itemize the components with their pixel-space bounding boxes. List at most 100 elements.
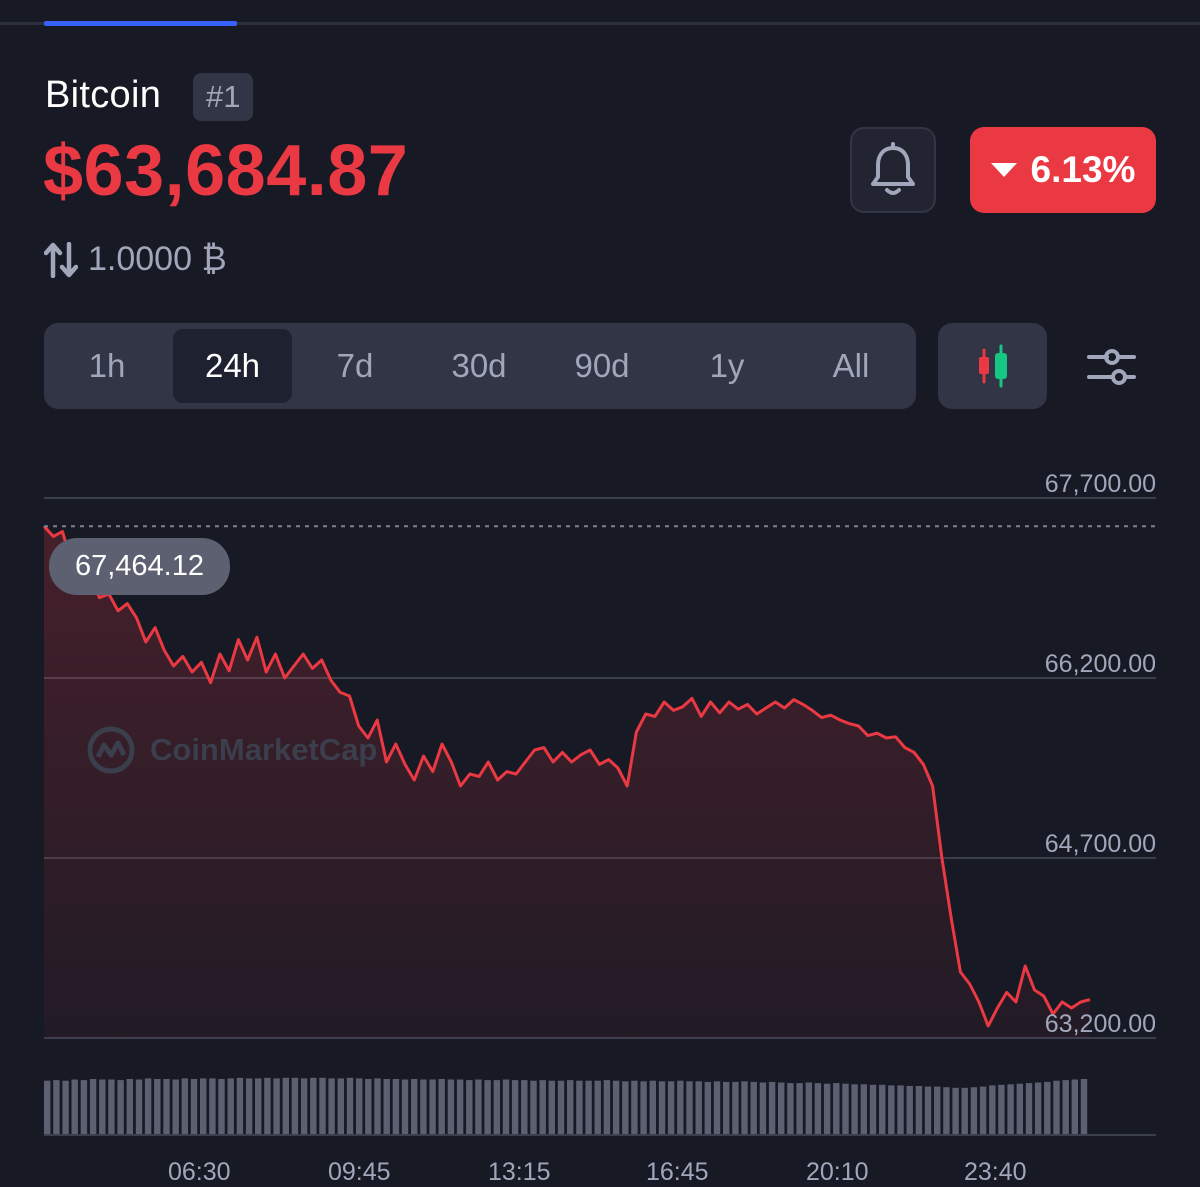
swap-arrows-icon (44, 241, 78, 278)
volume-bar (392, 1079, 400, 1135)
volume-bar (567, 1080, 574, 1135)
volume-bar (768, 1081, 776, 1135)
volume-bar (218, 1079, 225, 1135)
x-tick-label: 13:15 (488, 1158, 551, 1186)
volume-bar (475, 1079, 482, 1135)
volume-bar (447, 1079, 455, 1135)
volume-bar (879, 1084, 886, 1135)
volume-bar (420, 1079, 427, 1135)
timeframe-tabs: 1h 24h 7d 30d 90d 1y All (44, 323, 916, 409)
volume-bar (943, 1087, 950, 1135)
volume-bar (429, 1079, 436, 1135)
volume-bar (53, 1080, 60, 1135)
volume-bar (264, 1077, 271, 1135)
volume-bar (383, 1079, 390, 1135)
rank-badge: #1 (193, 73, 254, 121)
volume-bar (612, 1080, 620, 1135)
volume-bar (356, 1078, 363, 1135)
volume-bar (236, 1077, 244, 1135)
volume-bar (502, 1079, 510, 1135)
volume-bar (190, 1079, 198, 1135)
volume-bar (1016, 1083, 1024, 1135)
volume-bar (915, 1086, 923, 1135)
volume-bar (319, 1077, 326, 1135)
volume-bar (1007, 1084, 1014, 1135)
volume-bar (1080, 1079, 1088, 1135)
volume-bar (374, 1078, 381, 1135)
tab-7d[interactable]: 7d (336, 347, 374, 384)
tab-30d[interactable]: 30d (451, 347, 507, 384)
volume-bar (117, 1080, 124, 1135)
volume-bar (576, 1080, 583, 1135)
volume-bar (622, 1081, 629, 1135)
volume-bar (511, 1080, 519, 1135)
volume-bar (163, 1079, 170, 1135)
tab-1h[interactable]: 1h (88, 347, 126, 384)
volume-bar (300, 1078, 308, 1135)
volume-bar (723, 1081, 730, 1135)
tab-1y[interactable]: 1y (709, 347, 745, 384)
y-tick-label: 66,200.00 (1044, 650, 1156, 678)
volume-bar (1025, 1083, 1033, 1135)
volume-bar (750, 1081, 757, 1135)
volume-bar (842, 1083, 849, 1135)
x-tick-label: 20:10 (806, 1158, 869, 1186)
volume-bar (126, 1079, 134, 1135)
volume-bar (1062, 1080, 1069, 1135)
volume-bar (557, 1080, 565, 1135)
volume-bar (346, 1077, 354, 1135)
y-tick-label: 64,700.00 (1044, 830, 1156, 858)
volume-bar (89, 1079, 97, 1135)
volume-bar (704, 1081, 712, 1135)
volume-bar (493, 1080, 501, 1135)
conversion-row[interactable]: 1.0000 ₿ (44, 240, 227, 279)
volume-bar (548, 1080, 556, 1135)
sliders-icon (1087, 349, 1136, 385)
volume-bars (44, 1077, 1088, 1135)
volume-bar (282, 1077, 290, 1135)
candlestick-icon (978, 344, 1007, 388)
volume-bar (80, 1080, 88, 1135)
volume-bar (108, 1079, 115, 1135)
volume-bar (970, 1087, 978, 1135)
volume-bar (401, 1079, 409, 1135)
volume-bar (934, 1086, 941, 1135)
bell-icon (871, 142, 915, 195)
volume-bar (897, 1085, 904, 1135)
chart-settings-button[interactable] (1080, 335, 1144, 399)
volume-bar (466, 1080, 473, 1135)
tab-90d[interactable]: 90d (574, 347, 630, 384)
price-change-value: 6.13% (1030, 149, 1136, 190)
volume-bar (888, 1085, 895, 1135)
volume-bar (456, 1079, 464, 1135)
tab-all[interactable]: All (832, 347, 870, 384)
volume-bar (310, 1077, 317, 1135)
volume-bar (1053, 1080, 1060, 1135)
x-tick-label: 23:40 (964, 1158, 1027, 1186)
y-tick-label: 67,700.00 (1044, 470, 1156, 498)
volume-bar (732, 1081, 739, 1135)
volume-bar (778, 1082, 785, 1135)
tab-24h[interactable]: 24h (173, 329, 292, 403)
volume-bar (291, 1077, 299, 1135)
volume-bar (631, 1080, 638, 1135)
volume-bar (71, 1079, 78, 1135)
volume-bar (695, 1081, 702, 1135)
volume-bar (245, 1078, 253, 1135)
volume-bar (227, 1078, 234, 1135)
x-tick-label: 09:45 (328, 1158, 391, 1186)
top-tab-indicator-track (0, 21, 1200, 26)
volume-bar (924, 1086, 932, 1135)
volume-bar (484, 1080, 491, 1135)
conversion-value: 1.0000 ₿ (88, 240, 227, 278)
candlestick-toggle-button[interactable] (938, 323, 1047, 409)
coinmarketcap-logo-icon (87, 726, 135, 774)
volume-bar (686, 1081, 693, 1135)
price-alert-button[interactable] (850, 127, 936, 213)
volume-bar (1034, 1082, 1042, 1135)
volume-bar (328, 1078, 335, 1135)
volume-bar (603, 1080, 611, 1135)
volume-bar (860, 1084, 868, 1135)
volume-bar (713, 1081, 721, 1135)
